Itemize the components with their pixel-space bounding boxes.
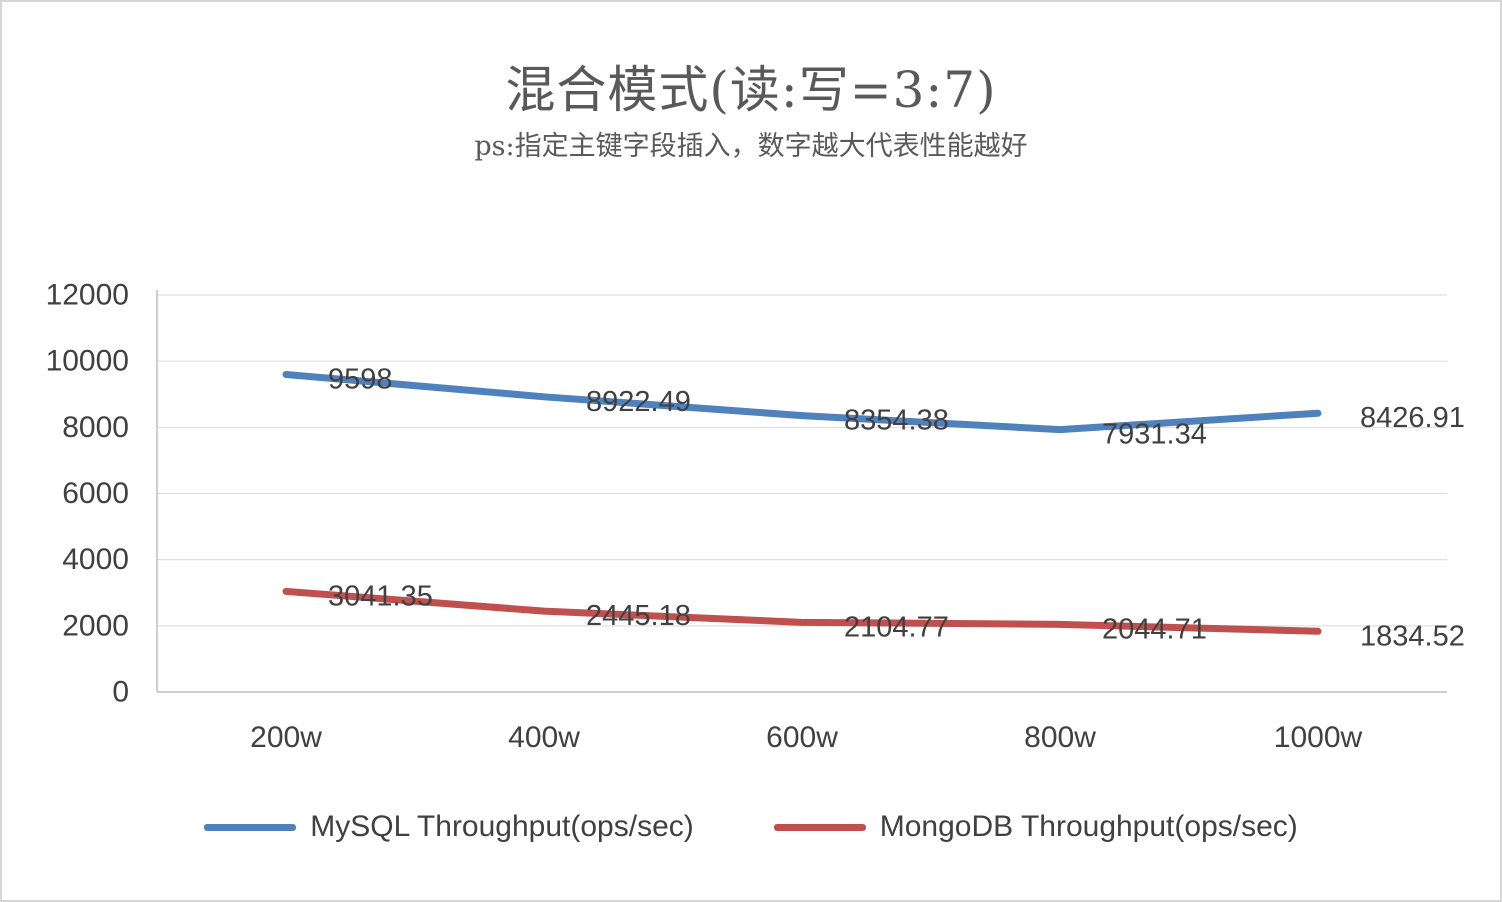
x-axis-tick-label: 600w (766, 721, 838, 754)
data-label: 7931.34 (1102, 419, 1207, 451)
series-line (282, 587, 1322, 635)
data-label: 9598 (328, 363, 393, 395)
legend-entry-mongodb: MongoDB Throughput(ops/sec) (773, 810, 1298, 844)
chart-legend: MySQL Throughput(ops/sec) MongoDB Throug… (2, 810, 1500, 844)
data-label: 8922.49 (586, 386, 691, 418)
y-axis-tick-label: 2000 (62, 609, 129, 642)
x-axis-tick-label: 800w (1024, 721, 1096, 754)
data-label: 8354.38 (844, 405, 949, 437)
chart-title: 混合模式(读:写=3:7) (505, 61, 997, 119)
y-axis-tick-label: 0 (112, 676, 129, 709)
mongodb-line-swatch (773, 823, 866, 831)
data-label: 1834.52 (1360, 620, 1465, 652)
data-label: 2445.18 (586, 600, 691, 632)
x-axis-tick-label: 400w (508, 721, 580, 754)
data-label: 3041.35 (328, 580, 433, 612)
y-axis-tick-label: 8000 (62, 411, 129, 444)
legend-label-mysql: MySQL Throughput(ops/sec) (310, 810, 694, 843)
data-label: 2104.77 (844, 611, 949, 643)
x-axis-tick-label: 200w (250, 721, 322, 754)
mysql-line-swatch (204, 823, 297, 831)
chart-subtitle: ps:指定主键字段插入，数字越大代表性能越好 (474, 131, 1028, 162)
legend-entry-mysql: MySQL Throughput(ops/sec) (204, 810, 694, 844)
y-axis-tick-label: 10000 (46, 345, 129, 378)
series-line (282, 370, 1322, 434)
legend-label-mongodb: MongoDB Throughput(ops/sec) (879, 810, 1298, 843)
y-axis-tick-label: 6000 (62, 477, 129, 510)
y-axis-tick-label: 4000 (62, 543, 129, 576)
x-axis-tick-label: 1000w (1274, 721, 1363, 754)
data-label: 8426.91 (1360, 402, 1465, 434)
y-axis-tick-label: 12000 (46, 279, 129, 312)
data-label: 2044.71 (1102, 613, 1207, 645)
